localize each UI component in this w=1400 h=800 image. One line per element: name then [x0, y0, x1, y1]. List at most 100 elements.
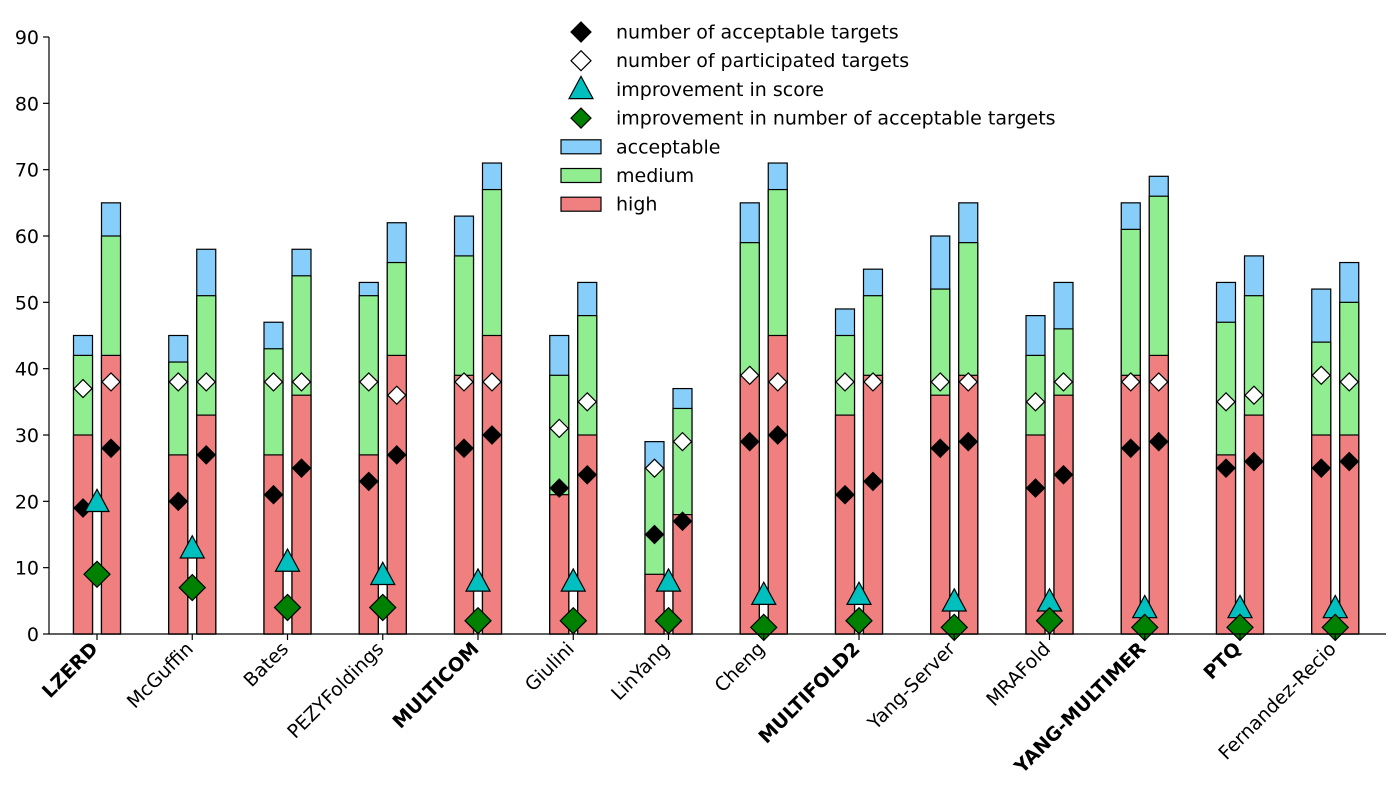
- participated-marker-right: [863, 372, 883, 392]
- acceptable-marker-right: [863, 471, 883, 492]
- acceptable-marker-right: [1339, 451, 1360, 472]
- acceptable-marker-left: [1216, 458, 1236, 479]
- y-tick-label: 80: [15, 93, 39, 115]
- participated-marker-left: [73, 378, 93, 399]
- participated-marker-right: [1244, 385, 1264, 406]
- y-tick-label: 20: [15, 491, 39, 513]
- legend-label: medium: [616, 165, 694, 187]
- participated-marker-left: [1025, 391, 1046, 412]
- legend-marker-box: [560, 139, 602, 155]
- improvement-score-marker: [179, 534, 206, 559]
- participated-marker-right: [1053, 372, 1074, 392]
- markers-layer: [73, 365, 1360, 642]
- acceptable-marker-right: [386, 445, 407, 465]
- participated-marker-left: [358, 372, 379, 392]
- participated-marker-right: [958, 372, 979, 392]
- participated-marker-left: [644, 458, 665, 479]
- acceptable-marker-right: [767, 425, 788, 445]
- acceptable-marker-left: [1120, 438, 1141, 459]
- improvement-score-marker: [750, 580, 777, 606]
- acceptable-marker-right: [958, 431, 979, 452]
- acceptable-marker-right: [1148, 431, 1169, 452]
- participated-marker-left: [263, 372, 284, 392]
- participated-marker-right: [482, 372, 502, 392]
- x-tick-label: LZERD: [38, 638, 103, 703]
- x-tick-label: PTQ: [1200, 638, 1246, 684]
- participated-marker-right: [672, 431, 693, 452]
- acceptable-marker-right: [101, 438, 121, 459]
- improvement-score-marker: [464, 567, 492, 592]
- acceptable-marker-left: [644, 524, 665, 545]
- participated-marker-left: [930, 372, 951, 392]
- participated-marker-right: [196, 372, 217, 392]
- participated-marker-left: [1120, 372, 1141, 392]
- acceptable-marker-right: [1244, 451, 1264, 472]
- improvement-score-marker: [274, 547, 301, 572]
- acceptable-marker-right: [196, 445, 217, 465]
- participated-marker-right: [767, 372, 788, 392]
- acceptable-marker-left: [930, 438, 951, 459]
- acceptable-marker-right: [291, 458, 312, 479]
- bar-right-high: [291, 394, 312, 635]
- participated-marker-right: [101, 372, 121, 392]
- y-tick-label: 60: [15, 226, 39, 248]
- participated-marker-right: [1339, 372, 1360, 392]
- y-tick-label: 70: [15, 160, 39, 182]
- participated-marker-left: [168, 372, 189, 392]
- participated-marker-right: [577, 391, 598, 412]
- x-tick-label: LinYang: [607, 638, 674, 705]
- acceptable-marker-left: [263, 484, 284, 505]
- legend-label: improvement in score: [616, 79, 824, 101]
- x-tick-label: PEZYFoldings: [283, 638, 388, 743]
- bar-right-high: [1148, 354, 1169, 635]
- x-tick-label: MULTICOM: [389, 638, 484, 733]
- legend-label: number of acceptable targets: [616, 22, 899, 44]
- bar-left-high: [549, 494, 570, 635]
- bar-left-high: [930, 394, 951, 635]
- improvement-score-marker: [560, 567, 587, 592]
- participated-marker-right: [1148, 372, 1169, 392]
- participated-marker-left: [835, 372, 855, 392]
- acceptable-marker-left: [168, 491, 189, 512]
- y-tick-label: 10: [15, 558, 39, 580]
- acceptable-marker-left: [1311, 458, 1332, 479]
- bars-layer: [72, 162, 1360, 635]
- acceptable-marker-right: [577, 464, 598, 485]
- acceptable-marker-left: [358, 471, 379, 492]
- participated-marker-left: [1216, 391, 1236, 412]
- y-tick-label: 90: [15, 27, 39, 49]
- participated-marker-left: [739, 365, 760, 386]
- improvement-score-marker: [845, 580, 873, 606]
- x-tick-label: Yang-Server: [863, 638, 960, 735]
- bar-right-high: [1053, 394, 1074, 635]
- legend-marker-box: [560, 196, 602, 212]
- x-tick-label: Giulini: [521, 638, 579, 696]
- legend-label: acceptable: [616, 136, 720, 158]
- improvement-score-marker: [83, 488, 111, 513]
- bar-left-high: [72, 434, 94, 635]
- legend-label: improvement in number of acceptable targ…: [616, 108, 1056, 130]
- improvement-score-marker: [941, 587, 968, 612]
- x-tick-label: Cheng: [711, 638, 770, 697]
- participated-marker-left: [1311, 365, 1332, 386]
- bar-left-high: [1120, 374, 1141, 635]
- acceptable-marker-left: [1025, 478, 1046, 498]
- x-tick-label: MULTIFOLD2: [755, 638, 865, 748]
- acceptable-marker-right: [672, 511, 693, 532]
- acceptable-marker-right: [1053, 464, 1074, 485]
- improvement-acceptable-marker: [273, 593, 302, 622]
- bar-left-high: [168, 454, 189, 635]
- legend-marker-diamond: [570, 107, 592, 129]
- legend-marker-triangle: [567, 75, 595, 100]
- legend: number of acceptable targets number of pa…: [560, 21, 1056, 216]
- legend-marker-diamond: [570, 49, 592, 72]
- bar-left-high: [1215, 454, 1237, 635]
- participated-marker-right: [291, 372, 312, 392]
- acceptable-marker-left: [454, 438, 474, 459]
- y-tick-label: 0: [27, 624, 39, 646]
- acceptable-marker-left: [835, 484, 855, 505]
- improvement-acceptable-marker: [368, 593, 397, 622]
- bar-right-high: [958, 374, 979, 635]
- improvement-acceptable-marker: [83, 560, 111, 589]
